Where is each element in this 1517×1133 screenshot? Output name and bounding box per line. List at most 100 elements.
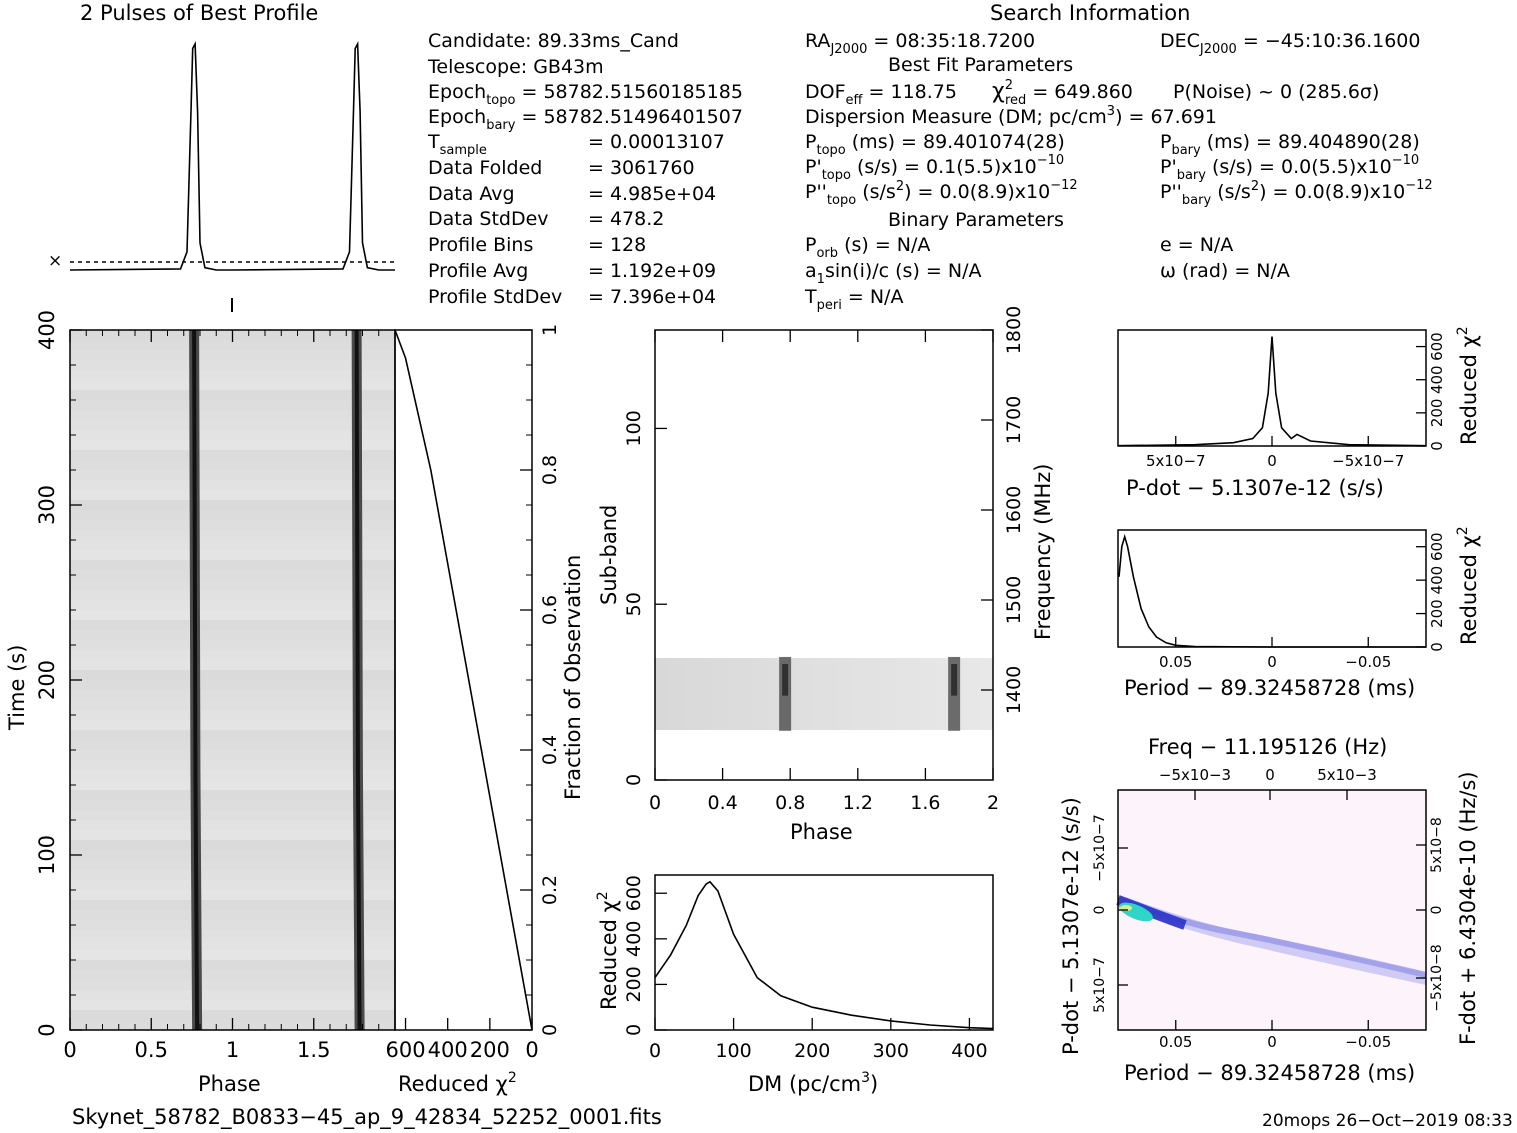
time-phase-row: [70, 440, 395, 450]
data-folded-label: Data Folded: [428, 157, 542, 179]
chi2-time-ticks: 600 400 200 00 0.2 0.4 0.6 0.8 1: [385, 324, 561, 1062]
dm-ytick-label: 600: [623, 875, 645, 911]
search-title: Search Information: [990, 1, 1190, 25]
time-phase-row: [70, 800, 395, 810]
e-line: e = N/A: [1160, 234, 1233, 256]
time-phase-row: [70, 700, 395, 710]
tperi-sub: peri: [817, 298, 842, 313]
svg-text:DECJ2000 = −45:10:36.1600: DECJ2000 = −45:10:36.1600: [1160, 30, 1420, 57]
tp-xtick-label: 1.5: [297, 1038, 330, 1062]
period-ticks: 0.05 0 −0.05 0 200 400 600: [1159, 532, 1446, 671]
sb-ytick-label: 50: [623, 592, 645, 616]
sb-xtick-label: 2: [987, 792, 999, 814]
sb-y2tick-label: 1600: [1003, 486, 1025, 534]
time-phase-row: [70, 580, 395, 590]
chi2-time-frame: [394, 329, 533, 1031]
ct-xtick-label: 400: [428, 1038, 468, 1062]
tp-ytick-label: 200: [35, 660, 59, 700]
profile-avg-label: Profile Avg: [428, 260, 528, 282]
pe-xtick-label: 0.05: [1159, 653, 1192, 671]
svg-text:Dispersion Measure (DM; pc/cm3: Dispersion Measure (DM; pc/cm3) = 67.691: [805, 104, 1217, 128]
porb-value: (s) = N/A: [838, 234, 930, 256]
time-phase-row: [70, 560, 395, 570]
time-phase-row: [70, 880, 395, 890]
pp-y2tick-label: 0: [1429, 906, 1445, 915]
pbary-value: (ms) = 89.404890(28): [1201, 131, 1420, 153]
time-phase-row: [70, 630, 395, 640]
period-frame: [1117, 529, 1427, 648]
subband-pulse-core-2: [951, 663, 958, 696]
time-phase-row: [70, 950, 395, 960]
time-phase-row: [70, 410, 395, 420]
pdtopo-value: (s/s) = 0.1(5.5)x10: [851, 156, 1037, 178]
pd-xtick-label: 0: [1267, 452, 1277, 470]
tp-ytick-label: 400: [35, 310, 59, 350]
time-phase-pulse-core-1: [192, 329, 200, 1031]
pdbary-label: P': [1160, 156, 1177, 178]
tp-xtick-label: 0.5: [135, 1038, 168, 1062]
time-phase-row: [70, 430, 395, 440]
ppdot-ticks: 0.05 0 −0.05 −5x10−3 0 5x10−3 −5x10−7 0 5x10−7 5x…: [1092, 766, 1445, 1051]
time-phase-row: [70, 1010, 395, 1020]
pe-ytick-label: 0: [1428, 642, 1446, 652]
pp-y2label: F-dot + 6.4304e-10 (Hz/s): [1456, 771, 1480, 1045]
time-phase-row: [70, 490, 395, 500]
pdbary-sub: bary: [1177, 168, 1207, 183]
pdtopo-sub: topo: [822, 168, 851, 183]
svg-text:Porb (s) = N/A: Porb (s) = N/A: [805, 234, 930, 261]
period-panel: 0.05 0 −0.05 0 200 400 600 Period − 89.3245872…: [1117, 526, 1481, 700]
time-phase-row: [70, 650, 395, 660]
time-phase-row: [70, 540, 395, 550]
sb-y2tick-label: 1700: [1003, 396, 1025, 444]
profile-stddev-value: = 7.396e+04: [588, 286, 716, 308]
pd-ytick-label: 600: [1428, 332, 1446, 361]
ct-xlabel: Reduced χ2: [398, 1070, 517, 1096]
time-phase-row: [70, 370, 395, 380]
ppdot-background: [1118, 790, 1426, 1030]
pnoise-line: P(Noise) ~ 0 (285.6σ): [1173, 81, 1379, 103]
time-phase-row: [70, 380, 395, 390]
dm-xtick-label: 200: [794, 1040, 830, 1062]
pddtopo-s2: 2: [896, 179, 904, 194]
time-phase-row: [70, 720, 395, 730]
data-avg-label: Data Avg: [428, 183, 515, 205]
dm-label: Dispersion Measure (DM; pc/cm: [805, 106, 1107, 128]
candidate-line: Candidate: 89.33ms_Cand: [428, 30, 679, 52]
tp-ytick-label: 0: [35, 1023, 59, 1036]
subband-frame: [654, 329, 994, 781]
ct-ylabel: Fraction of Observation: [561, 555, 585, 800]
pp-ytick-label: −5x10−7: [1092, 814, 1108, 881]
time-phase-row: [70, 970, 395, 980]
subband-ticks: 0 0.4 0.8 1.2 1.6 2 0 50 100 1400 1500 1600 1700 1800: [623, 306, 1025, 814]
pe-ytick-label: 600: [1428, 532, 1446, 561]
pp-y2tick-label: 5x10−8: [1429, 817, 1445, 873]
tp-xtick-label: 0: [63, 1038, 76, 1062]
time-phase-row: [70, 990, 395, 1000]
pe-xtick-label: −0.05: [1345, 653, 1391, 671]
svg-text:Pbary (ms) = 89.404890(28): Pbary (ms) = 89.404890(28): [1160, 131, 1420, 158]
sb-xtick-label: 1.6: [910, 792, 940, 814]
sb-y2label: Frequency (MHz): [1031, 464, 1055, 640]
pp-ytick-label: 5x10−7: [1092, 957, 1108, 1013]
tsample-label: T: [427, 131, 440, 153]
time-phase-row: [70, 480, 395, 490]
time-phase-row: [70, 390, 395, 400]
svg-text:Epochtopo = 58782.51560185185: Epochtopo = 58782.51560185185: [428, 81, 743, 108]
sb-y2tick-label: 1500: [1003, 576, 1025, 624]
time-phase-rows: [70, 330, 395, 1030]
dm-frame: [654, 874, 994, 1031]
time-phase-row: [70, 960, 395, 970]
dm-xtick-label: 0: [649, 1040, 661, 1062]
dm-ytick-label: 400: [623, 921, 645, 957]
pdtopo-label: P': [805, 156, 822, 178]
time-phase-pulse-core-2: [354, 329, 362, 1031]
epoch-bary-label: Epoch: [428, 106, 486, 128]
dm-panel: 0 100 200 300 400 0 200 400 600 DM (pc/cm3) Redu…: [595, 874, 994, 1096]
tperi-label: T: [804, 286, 817, 308]
data-stddev-label: Data StdDev: [428, 208, 549, 230]
dm-xlabel: DM (pc/cm3): [748, 1070, 878, 1096]
pdbary-value: (s/s) = 0.0(5.5)x10: [1206, 156, 1392, 178]
porb-sub: orb: [816, 246, 838, 261]
time-phase-row: [70, 510, 395, 520]
